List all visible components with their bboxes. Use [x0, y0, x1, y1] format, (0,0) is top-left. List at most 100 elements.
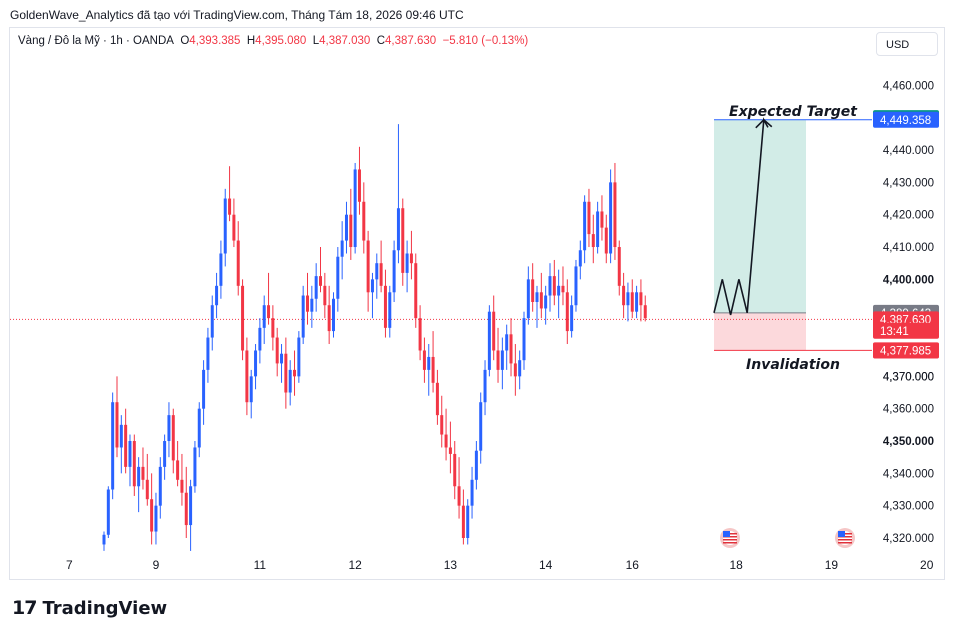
- y-tick-label: 4,330.000: [883, 501, 934, 513]
- candle-body: [379, 263, 383, 286]
- candle-body: [288, 369, 292, 393]
- candle-body: [115, 402, 119, 448]
- candle-body: [435, 382, 439, 416]
- candle-body: [132, 441, 136, 487]
- candle-body: [310, 298, 314, 312]
- candle-body: [193, 447, 197, 487]
- candle-body: [453, 453, 457, 487]
- candle-body: [565, 292, 569, 332]
- candle-body: [197, 408, 201, 448]
- candle-body: [409, 253, 413, 264]
- candle-body: [487, 311, 491, 370]
- tradingview-logo-icon: 17: [12, 597, 37, 619]
- candle-body: [349, 214, 353, 248]
- candle-body: [124, 424, 128, 467]
- tradingview-logo[interactable]: 17 TradingView: [12, 597, 167, 619]
- candle-body: [219, 253, 223, 286]
- candle-body: [171, 415, 175, 461]
- symbol-label[interactable]: Vàng / Đô la Mỹ · 1h · OANDA: [18, 35, 174, 47]
- projection-arrowhead: [755, 118, 773, 129]
- candle-body: [427, 356, 431, 370]
- x-tick-label: 7: [66, 558, 73, 572]
- high-value: 4,395.080: [255, 35, 307, 47]
- candle-body: [492, 311, 496, 351]
- candle-body: [102, 534, 106, 545]
- candle-body: [466, 505, 470, 538]
- chart-frame: [9, 27, 945, 580]
- candle-body: [271, 318, 275, 338]
- candle-body: [639, 292, 643, 306]
- x-tick-label: 13: [444, 558, 458, 572]
- candle-body: [470, 479, 474, 506]
- candle-body: [327, 305, 331, 332]
- candle-body: [370, 279, 374, 293]
- candle-body: [215, 285, 219, 306]
- change-value: −5.810 (−0.13%): [442, 35, 529, 47]
- candle-body: [180, 479, 184, 493]
- x-tick-label: 14: [539, 558, 553, 572]
- candle-body: [206, 337, 210, 370]
- candle-body: [258, 327, 262, 351]
- candle-body: [301, 295, 305, 338]
- candle-body: [418, 318, 422, 351]
- candle-body: [262, 305, 266, 328]
- candle-body: [414, 263, 418, 319]
- stop-zone: [714, 312, 806, 351]
- candle-body: [539, 292, 543, 309]
- candle-body: [362, 201, 366, 241]
- price-label-box: [873, 342, 939, 359]
- y-tick-label: 4,420.000: [883, 210, 934, 222]
- currency-button[interactable]: USD: [876, 32, 938, 56]
- invalidation-label: Invalidation: [746, 357, 840, 373]
- candle-body: [344, 214, 348, 241]
- candle-body: [535, 292, 539, 302]
- candle-body: [275, 337, 279, 364]
- candle-body: [587, 201, 591, 235]
- candle-body: [145, 479, 149, 500]
- candle-body: [405, 253, 409, 273]
- expected-target-label: Expected Target: [729, 104, 858, 120]
- candle-body: [119, 424, 123, 448]
- candle-body: [357, 169, 361, 202]
- candle-body: [457, 486, 461, 506]
- price-label: 4,449.358: [880, 115, 931, 127]
- candle-body: [600, 211, 604, 228]
- candle-body: [544, 295, 548, 309]
- us-flag-event-icon[interactable]: [835, 528, 855, 548]
- candle-body: [583, 201, 587, 251]
- candle-body: [531, 279, 535, 302]
- candle-body: [422, 350, 426, 370]
- us-flag-event-icon[interactable]: [720, 528, 740, 548]
- candle-body: [319, 276, 322, 286]
- y-tick-label: 4,360.000: [883, 404, 934, 416]
- close-value: 4,387.630: [385, 35, 437, 47]
- candle-body: [297, 337, 301, 377]
- candle-body: [137, 466, 141, 487]
- y-tick-label: 4,320.000: [883, 533, 934, 545]
- candle-body: [626, 292, 630, 306]
- y-tick-label: 4,430.000: [883, 177, 934, 189]
- candle-body: [128, 441, 132, 467]
- x-tick-label: 18: [730, 558, 744, 572]
- price-label: 13:41: [880, 326, 909, 338]
- candle-body: [500, 350, 504, 370]
- candle-body: [331, 298, 335, 332]
- candle-body: [643, 305, 647, 319]
- candle-body: [604, 227, 608, 254]
- y-tick-label: 4,460.000: [883, 80, 934, 92]
- candle-body: [396, 208, 400, 251]
- open-value: 4,393.385: [189, 35, 241, 47]
- candle-body: [526, 279, 530, 319]
- candle-body: [241, 285, 245, 351]
- candle-body: [496, 350, 500, 370]
- candle-body: [388, 292, 392, 328]
- candle-body: [245, 350, 249, 403]
- candle-body: [154, 505, 158, 532]
- price-label-box: [873, 322, 939, 339]
- price-label-box: [873, 111, 939, 128]
- x-tick-label: 19: [825, 558, 839, 572]
- candle-body: [150, 499, 154, 532]
- candle-body: [167, 415, 171, 442]
- candle-body: [141, 466, 145, 480]
